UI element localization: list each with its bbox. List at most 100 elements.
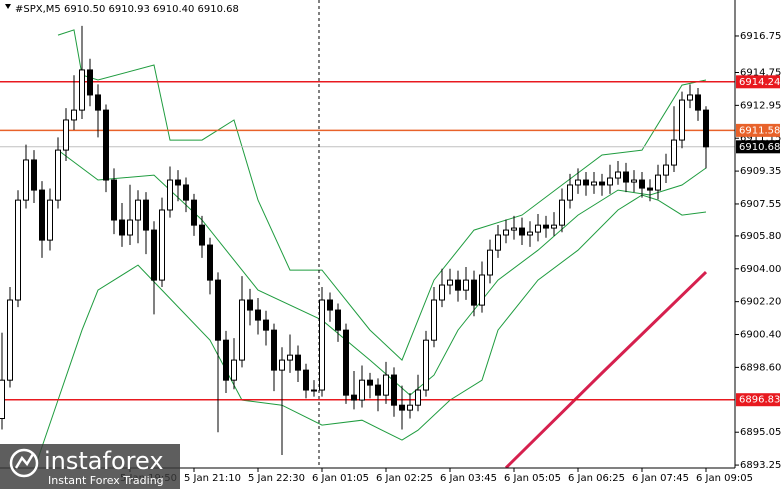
candle-body: [511, 227, 517, 231]
candle-body: [231, 359, 237, 381]
candle-body: [583, 179, 589, 186]
candle-body: [327, 299, 333, 311]
candle-body: [31, 159, 37, 191]
candle-body: [247, 299, 253, 311]
candle-body: [287, 354, 293, 361]
candle-body: [7, 299, 13, 381]
candle-body: [487, 249, 493, 276]
candle-body: [687, 94, 693, 101]
candle-body: [215, 279, 221, 341]
candle-body: [655, 174, 661, 191]
title-icon: [5, 4, 11, 9]
candle-body: [367, 379, 373, 386]
candle-body: [519, 227, 525, 236]
y-tick-label: 6900.40: [740, 330, 781, 341]
candle-body: [111, 179, 117, 221]
candle-body: [623, 171, 629, 183]
candle-body: [87, 69, 93, 96]
candle-body: [343, 329, 349, 396]
plot-area: [0, 25, 735, 468]
candle-body: [543, 224, 549, 229]
candle-body: [471, 279, 477, 306]
candle-body: [95, 94, 101, 111]
candle-body: [503, 229, 509, 236]
candle-body: [703, 109, 709, 148]
candle-body: [455, 279, 461, 291]
candle-body: [591, 181, 597, 186]
y-tick-label: 6911.15: [740, 133, 781, 144]
x-tick-label: 5 Jan 21:10: [184, 473, 241, 484]
bollinger-band: [34, 194, 707, 468]
candle-body: [15, 199, 21, 301]
candle-body: [359, 379, 365, 401]
y-tick-label: 6902.20: [740, 297, 781, 308]
candle-body: [663, 164, 669, 176]
candle-body: [375, 384, 381, 396]
y-tick-label: 6914.75: [740, 67, 781, 78]
x-tick-label: 5 Jan 22:30: [248, 473, 305, 484]
candle-body: [207, 244, 213, 281]
logo: instaforex Instant Forex Trading: [0, 444, 180, 489]
last-price-label-bg: [736, 140, 780, 154]
level-label-bg: [736, 123, 780, 137]
candle-body: [431, 299, 437, 341]
candle-body: [135, 199, 141, 221]
candle-body: [223, 339, 229, 381]
candle-body: [295, 354, 301, 371]
candle-body: [279, 359, 285, 371]
candle-body: [239, 299, 245, 361]
candle-body: [263, 319, 269, 331]
candle-body: [407, 404, 413, 411]
candle-body: [103, 109, 109, 181]
candle-body: [47, 199, 53, 241]
candle-body: [175, 179, 181, 186]
candle-body: [143, 199, 149, 231]
level-label: 6896.83: [739, 395, 780, 406]
candle-body: [335, 309, 341, 331]
candle-body: [63, 119, 69, 151]
candle-body: [391, 374, 397, 406]
y-tick-label: 6905.80: [740, 231, 781, 242]
logo-icon: [9, 448, 39, 478]
candle-body: [71, 109, 77, 121]
level-label-bg: [736, 75, 780, 89]
candle-body: [695, 94, 701, 111]
candle-body: [255, 309, 261, 321]
candle-body: [679, 99, 685, 141]
candle-body: [631, 179, 637, 183]
chart-title: #SPX,M5 6910.50 6910.93 6910.40 6910.68: [15, 4, 239, 15]
x-tick-label: 6 Jan 02:25: [376, 473, 433, 484]
axes: 6916.75 6914.75 6912.95 6911.15 6909.35 6907.…: [120, 31, 781, 484]
candle-body: [167, 179, 173, 211]
candle-body: [191, 199, 197, 226]
candle-body: [559, 199, 565, 226]
candle-body: [271, 329, 277, 371]
candle-body: [575, 179, 581, 186]
candle-body: [527, 231, 533, 236]
candle-body: [535, 224, 541, 233]
candle-body: [647, 187, 653, 191]
logo-name: instaforex: [44, 447, 164, 475]
y-tick-label: 6912.95: [740, 100, 781, 111]
candle-body: [607, 177, 613, 186]
y-tick-label: 6916.75: [740, 31, 781, 42]
candle-body: [55, 149, 61, 201]
candle-body: [39, 189, 45, 241]
level-label-bg: [736, 393, 780, 407]
candle-body: [599, 181, 605, 186]
candle-body: [479, 274, 485, 306]
candle-body: [639, 179, 645, 189]
candle-body: [319, 299, 325, 391]
x-tick-label: 6 Jan 07:45: [632, 473, 689, 484]
candle-body: [439, 284, 445, 301]
candle-body: [127, 219, 133, 236]
last-price-label: 6910.68: [739, 142, 780, 153]
candle-body: [159, 209, 165, 281]
candle-body: [0, 379, 5, 420]
y-tick-label: 6893.25: [740, 460, 781, 471]
y-tick-label: 6907.55: [740, 199, 781, 210]
level-label: 6914.24: [739, 77, 780, 88]
logo-tagline: Instant Forex Trading: [48, 474, 164, 487]
